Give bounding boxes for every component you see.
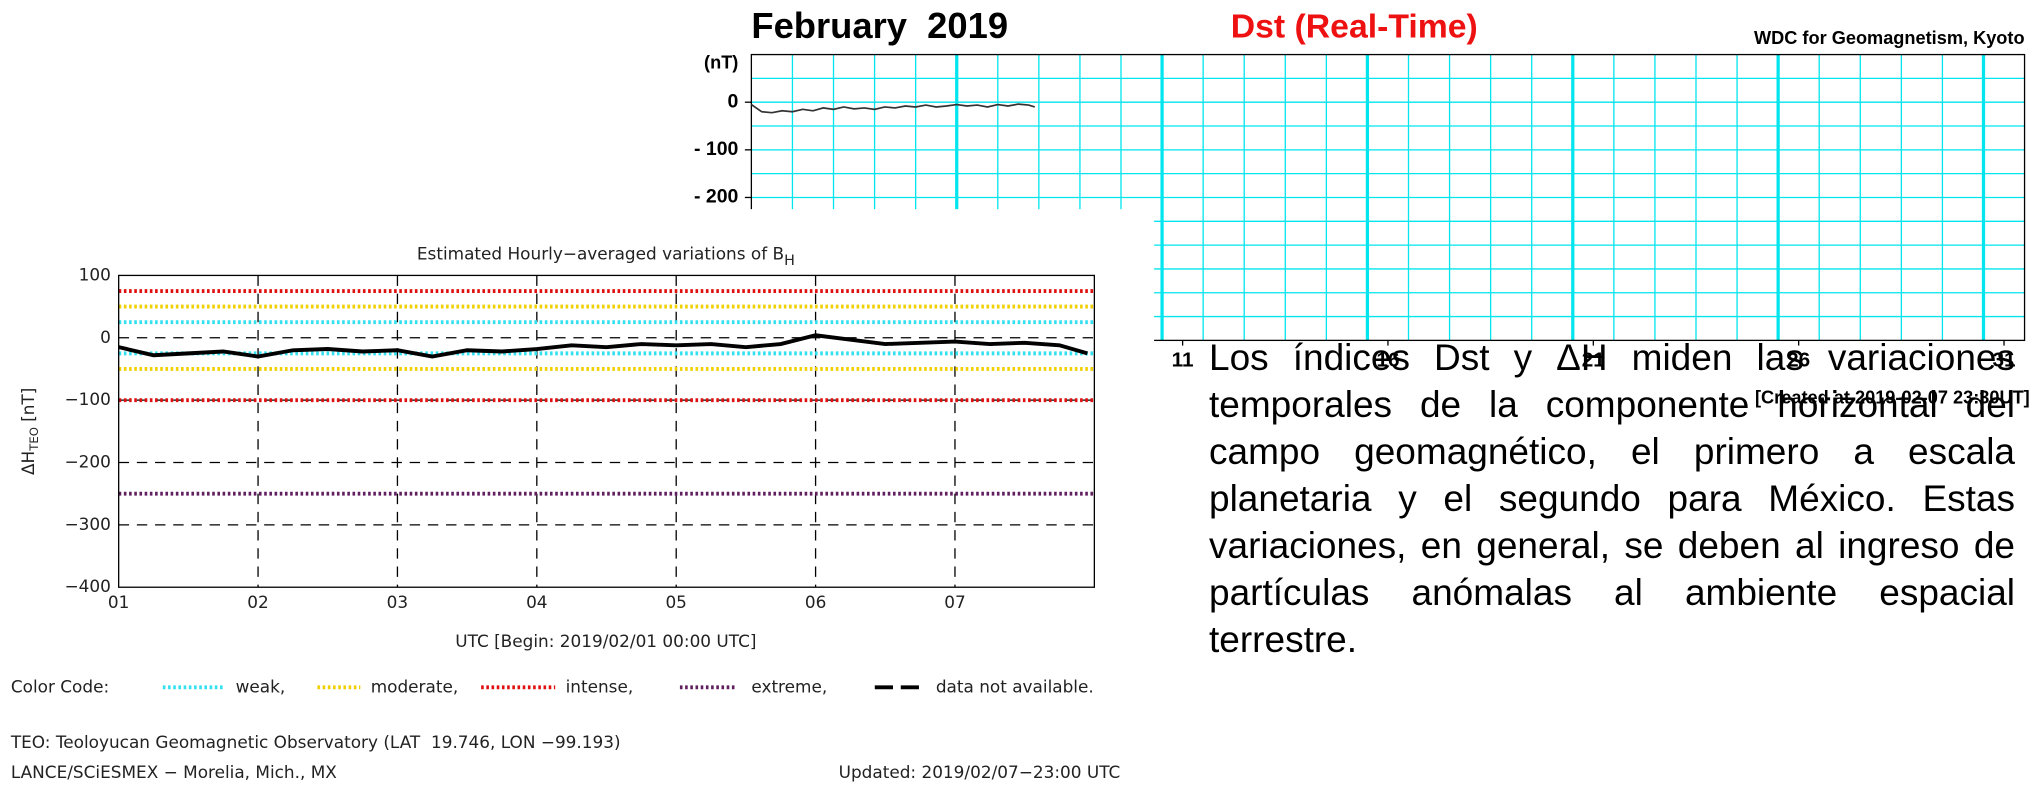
chart-subtitle: Dst (Real-Time) xyxy=(1231,8,1478,46)
legend-label: moderate, xyxy=(371,676,459,696)
footer-observatory: TEO: Teoloyucan Geomagnetic Observatory … xyxy=(10,732,621,752)
x-tick-label: 03 xyxy=(387,592,408,612)
data-line xyxy=(118,333,1088,359)
y-tick-label: - 200 xyxy=(694,186,739,208)
x-tick-label: 01 xyxy=(108,592,129,612)
x-tick-label: 31 xyxy=(1992,349,2015,372)
x-tick-label: 11 xyxy=(1172,349,1194,372)
x-tick-label: 21 xyxy=(1582,349,1605,372)
y-tick-label: −100 xyxy=(65,389,111,409)
y-axis-label: (nT) xyxy=(704,52,738,72)
y-label-unit: [nT] xyxy=(18,388,38,422)
y-tick-label: 0 xyxy=(728,90,739,112)
title-subscript: H xyxy=(784,253,795,269)
x-tick-label: 02 xyxy=(247,592,268,612)
y-tick-label: −300 xyxy=(65,514,111,534)
y-tick-label: −400 xyxy=(65,576,111,596)
note: [Created at 2019-02-07 23:30UT] xyxy=(1755,388,2030,408)
x-tick-label: 26 xyxy=(1787,349,1810,372)
legend-label: intense, xyxy=(566,676,634,696)
plot-frame xyxy=(118,274,1096,588)
footer-institution: LANCE/SCiESMEX − Morelia, Mich., MX xyxy=(11,762,337,782)
y-label-text: ΔH xyxy=(18,451,38,475)
footer-updated: Updated: 2019/02/07−23:00 UTC xyxy=(839,762,1121,782)
data-line xyxy=(750,103,1036,114)
y-tick-label: −200 xyxy=(65,452,111,472)
x-tick-label: 07 xyxy=(944,592,965,612)
legend-title: Color Code: xyxy=(11,676,109,696)
source: WDC for Geomagnetism, Kyoto xyxy=(1754,28,2025,48)
legend-label: weak, xyxy=(236,676,286,696)
legend-label: extreme, xyxy=(751,676,827,696)
overlay xyxy=(0,209,1155,786)
y-tick-label: - 100 xyxy=(694,138,739,160)
x-tick-label: 16 xyxy=(1376,349,1399,372)
title-text: Estimated Hourly−averaged variations of … xyxy=(417,244,784,264)
legend-label: data not available. xyxy=(936,676,1094,696)
y-tick-label: 0 xyxy=(100,327,111,347)
y-axis-label: ΔHTEO [nT] xyxy=(18,388,41,475)
x-axis-label: UTC [Begin: 2019/02/01 00:00 UTC] xyxy=(455,631,756,651)
chart-title: February 2019 xyxy=(751,5,1008,46)
x-tick-label: 04 xyxy=(526,592,547,612)
y-tick-label: 100 xyxy=(79,264,111,284)
x-tick-label: 05 xyxy=(665,592,686,612)
x-tick-label: 06 xyxy=(805,592,826,612)
chart-title: Estimated Hourly−averaged variations of … xyxy=(417,244,795,269)
description: Los índices Dst y ΔH miden las variacion… xyxy=(1209,337,2015,660)
y-label-subscript: TEO xyxy=(27,427,41,452)
